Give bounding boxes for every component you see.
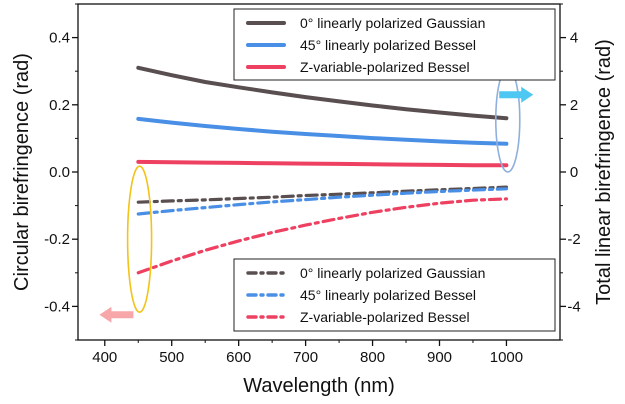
x-tick-label: 400 (92, 349, 117, 366)
series-line-2 (136, 159, 509, 168)
legend-box-top (233, 8, 556, 81)
legend-label: 0° linearly polarized Gaussian (300, 15, 485, 31)
series-line-5 (136, 197, 508, 275)
y-tick-label: -0.4 (44, 298, 70, 315)
y2-tick-label: 4 (570, 30, 578, 47)
y-tick-label: 0.4 (49, 30, 70, 47)
legend-label: Z-variable-polarized Bessel (300, 309, 470, 325)
y2-tick-label: -2 (567, 231, 580, 248)
x-tick-label: 600 (226, 349, 251, 366)
legend-box-bottom (233, 258, 556, 332)
series-line-3 (136, 185, 508, 204)
legend-label: Z-variable-polarized Bessel (300, 59, 470, 75)
highlight-ellipse-left (126, 165, 153, 313)
x-tick-label: 800 (360, 349, 385, 366)
y2-tick-label: -4 (567, 298, 580, 315)
arrow-left-axis (99, 306, 134, 323)
x-tick-label: 700 (293, 349, 318, 366)
y-tick-label: 0.2 (49, 97, 70, 114)
y2-tick-label: 2 (570, 97, 578, 114)
x-tick-label: 1000 (490, 349, 523, 366)
y-axis-title: Circular birefringence (rad) (11, 53, 33, 291)
y2-tick-label: 0 (570, 164, 578, 181)
legend-label: 0° linearly polarized Gaussian (300, 265, 485, 281)
highlight-ellipse-right (494, 67, 521, 173)
series-line-0 (136, 65, 509, 121)
x-axis-title: Wavelength (nm) (243, 375, 395, 397)
series-line-1 (136, 116, 509, 146)
legend-label: 45° linearly polarized Bessel (300, 287, 476, 303)
series-line-4 (136, 187, 508, 216)
y-tick-label: -0.2 (44, 231, 70, 248)
x-tick-label: 500 (159, 349, 184, 366)
x-tick-label: 900 (427, 349, 452, 366)
legend-label: 45° linearly polarized Bessel (300, 37, 476, 53)
y-tick-label: 0.0 (49, 164, 70, 181)
arrow-right-axis (499, 86, 534, 103)
y2-axis-title: Total linear birefringence (rad) (593, 39, 615, 305)
